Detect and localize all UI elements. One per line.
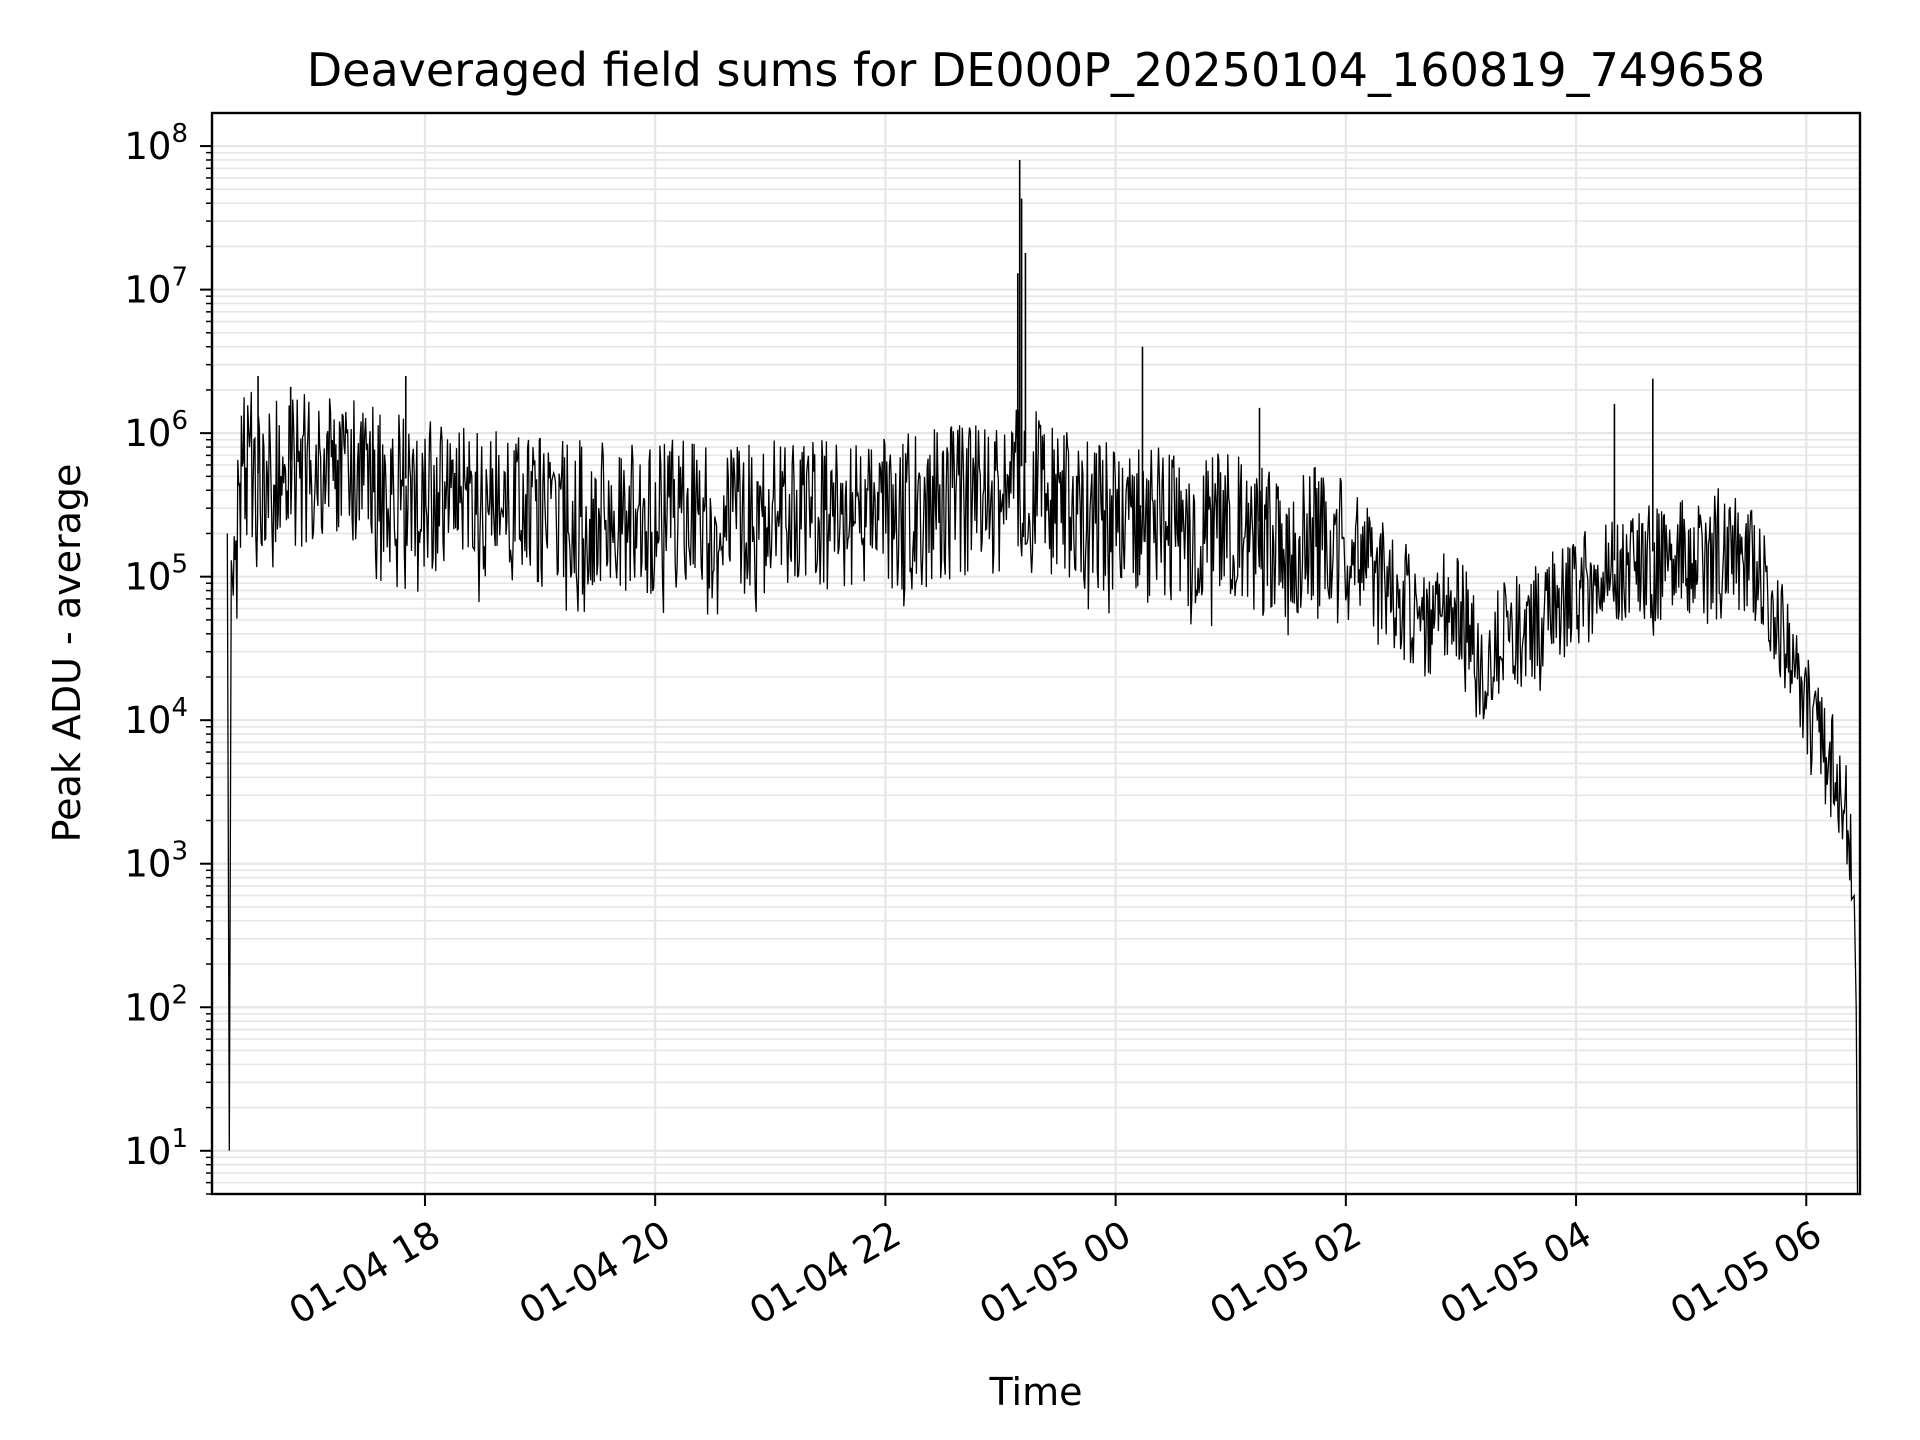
y-tick-label: 103 [124, 837, 188, 886]
y-tick-label: 105 [124, 550, 188, 599]
y-axis-title: Peak ADU - average [45, 464, 89, 843]
y-tick-label: 104 [124, 693, 188, 742]
y-tick-label: 106 [124, 406, 188, 455]
x-axis: 01-04 18 01-04 20 01-04 22 01-05 00 01-05 02… [282, 1194, 1829, 1333]
x-tick-label: 01-05 04 [1433, 1213, 1599, 1333]
x-axis-title: Time [989, 1370, 1083, 1414]
y-tick-label: 108 [124, 119, 188, 168]
y-tick-label: 102 [124, 980, 188, 1029]
x-tick-label: 01-04 20 [512, 1213, 678, 1333]
x-tick-label: 01-05 00 [973, 1213, 1139, 1333]
y-tick-label: 107 [124, 263, 188, 312]
chart-title: Deaveraged field sums for DE000P_2025010… [307, 43, 1765, 97]
x-tick-label: 01-05 02 [1203, 1213, 1369, 1333]
x-tick-label: 01-04 18 [282, 1213, 448, 1333]
x-tick-label: 01-04 22 [742, 1213, 908, 1333]
plot-area [226, 159, 1859, 1194]
x-tick-label: 01-05 06 [1663, 1213, 1829, 1333]
y-tick-label: 101 [124, 1124, 188, 1173]
y-axis: 101 102 103 104 105 106 107 108 [124, 119, 212, 1195]
series-line [226, 391, 1859, 1194]
axes-frame [210, 111, 1862, 1196]
grid-lines [212, 113, 1860, 1195]
